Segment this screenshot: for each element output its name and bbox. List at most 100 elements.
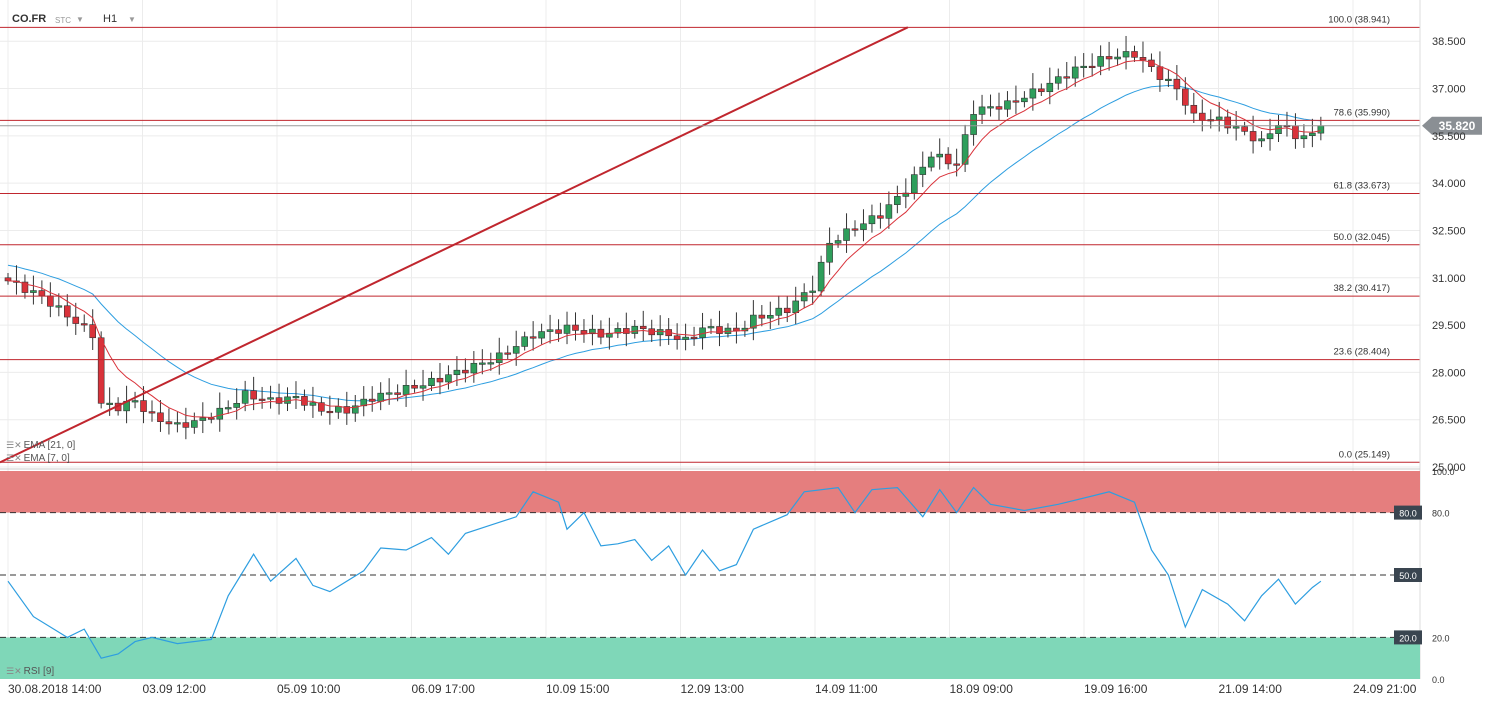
ema21-legend[interactable]: ☰✕ EMA [21, 0] (6, 440, 76, 451)
bullish-candle (55, 305, 63, 308)
bearish-candle (157, 412, 164, 423)
bearish-candle (1249, 131, 1257, 142)
bearish-candle (411, 385, 418, 389)
bearish-candle (436, 377, 444, 383)
price-tick-label: 34.000 (1432, 178, 1466, 190)
bearish-candle (4, 277, 12, 282)
symbol-selector[interactable]: CO.FR (12, 13, 47, 25)
bearish-candle (783, 307, 791, 314)
bearish-candle (1173, 78, 1181, 90)
bearish-candle (758, 314, 766, 319)
bullish-candle (224, 407, 232, 410)
bullish-candle (216, 407, 224, 420)
rsi-line (7, 486, 1322, 659)
bullish-candle (1266, 133, 1274, 140)
bearish-candle (1131, 51, 1138, 58)
rsi-axis-label: 0.0 (1432, 675, 1445, 685)
bearish-candle (877, 215, 884, 219)
bullish-candle (377, 392, 384, 402)
bullish-candle (1004, 100, 1011, 110)
bearish-candle (572, 324, 579, 331)
menu-icon[interactable]: ☰✕ (6, 666, 22, 676)
bearish-candle (1182, 88, 1189, 106)
ema7-line (7, 59, 1321, 419)
rsi-level-label: 20.0 (1399, 633, 1417, 643)
bearish-candle (318, 402, 325, 412)
bullish-candle (868, 215, 876, 225)
bearish-candle (250, 390, 257, 400)
bullish-candle (191, 420, 198, 428)
time-axis-label: 05.09 10:00 (277, 682, 341, 696)
price-tick-label: 31.000 (1432, 273, 1466, 285)
bearish-candle (673, 335, 681, 340)
bearish-candle (529, 336, 537, 339)
price-tick-label: 38.500 (1432, 36, 1466, 48)
ema21-line (7, 84, 1321, 402)
fibonacci-level-label: 78.6 (35.990) (1333, 107, 1390, 118)
rsi-legend[interactable]: ☰✕ RSI [9] (6, 666, 55, 677)
menu-icon[interactable]: ☰✕ (6, 440, 22, 450)
bearish-candle (182, 422, 190, 428)
bullish-candle (360, 398, 368, 407)
oversold-zone (0, 637, 1420, 679)
price-tick-label: 25.000 (1432, 462, 1466, 474)
bullish-candle (843, 228, 850, 241)
bearish-candle (394, 392, 401, 395)
timeframe-selector[interactable]: H1 (103, 13, 118, 25)
bearish-candle (47, 295, 54, 307)
chevron-down-icon[interactable]: ▼ (128, 15, 136, 24)
bullish-candle (978, 106, 986, 115)
bearish-candle (1012, 100, 1020, 103)
bearish-candle (1038, 88, 1045, 93)
bullish-candle (961, 134, 969, 165)
bearish-candle (1105, 56, 1113, 60)
ema7-legend[interactable]: ☰✕ EMA [7, 0] (6, 453, 70, 464)
fibonacci-level-label: 50.0 (32.045) (1333, 232, 1390, 243)
bearish-candle (995, 106, 1003, 110)
bearish-candle (63, 305, 71, 318)
bullish-candle (860, 223, 867, 230)
bullish-candle (445, 374, 452, 383)
rsi-axis-label: 80.0 (1432, 509, 1450, 519)
bearish-candle (1241, 126, 1248, 132)
bullish-candle (487, 362, 495, 365)
bearish-candle (1156, 66, 1164, 80)
bearish-candle (72, 316, 80, 324)
bullish-candle (1300, 135, 1308, 140)
bullish-candle (292, 396, 300, 399)
bullish-candle (766, 315, 774, 319)
bullish-candle (834, 240, 842, 244)
bullish-candle (233, 402, 240, 408)
bullish-candle (402, 385, 410, 395)
current-price-tag (1422, 116, 1482, 135)
bullish-candle (1317, 125, 1325, 134)
bearish-candle (343, 406, 351, 414)
bullish-candle (1097, 56, 1104, 67)
bearish-candle (1224, 116, 1231, 129)
bullish-candle (589, 328, 596, 335)
fibonacci-level-label: 61.8 (33.673) (1333, 180, 1390, 191)
bearish-candle (555, 329, 562, 334)
bullish-candle (538, 331, 545, 339)
bearish-candle (1292, 125, 1299, 140)
price-tick-label: 37.000 (1432, 84, 1466, 96)
time-axis-label: 06.09 17:00 (412, 682, 476, 696)
bearish-candle (580, 330, 588, 335)
bullish-candle (1309, 132, 1316, 136)
bullish-candle (1232, 126, 1240, 129)
bearish-candle (21, 281, 29, 293)
bullish-candle (479, 362, 486, 365)
rsi-level-tag (1394, 505, 1422, 520)
bullish-candle (919, 166, 927, 175)
menu-icon[interactable]: ☰✕ (6, 453, 22, 463)
bearish-candle (258, 398, 266, 401)
rsi-level-label: 50.0 (1399, 571, 1417, 581)
bullish-candle (1021, 97, 1028, 103)
bullish-candle (775, 307, 783, 316)
chevron-down-icon[interactable]: ▼ (76, 15, 84, 24)
bullish-candle (309, 402, 317, 406)
bullish-candle (241, 390, 249, 404)
bullish-candle (1029, 88, 1037, 99)
bullish-candle (1258, 138, 1265, 142)
